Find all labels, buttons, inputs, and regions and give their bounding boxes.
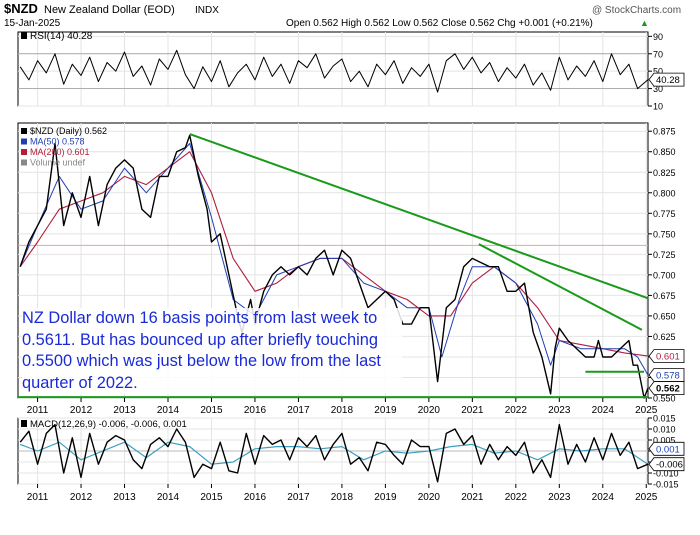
- legend-swatch: [21, 160, 27, 166]
- x-tick-label: 2023: [548, 405, 571, 416]
- y-tick-label: 0.825: [653, 168, 676, 178]
- rsi-value-badge: 40.28: [649, 73, 684, 86]
- value-badge-label: 0.601: [656, 352, 680, 363]
- price-value-badge: 0.578: [649, 369, 684, 382]
- rsi-label: RSI(14) 40.28: [30, 31, 93, 42]
- x-tick-label: 2011: [27, 492, 49, 503]
- macd-value-badge: 0.001: [649, 442, 684, 455]
- legend-swatch: [21, 128, 27, 134]
- y-tick-label: 0.650: [653, 311, 676, 321]
- x-tick-label: 2022: [505, 405, 528, 416]
- macd-label: MACD(12,26,9) -0.006, -0.006, 0.001: [30, 419, 187, 430]
- price-value-badge: 0.562: [649, 382, 684, 395]
- x-tick-label: 2013: [113, 492, 136, 503]
- legend-swatch: [21, 139, 27, 145]
- y-tick-label: -0.015: [653, 480, 679, 490]
- x-tick-label: 2015: [200, 405, 223, 416]
- change-arrow-icon: ▲: [640, 18, 649, 28]
- value-badge-label: 40.28: [656, 75, 680, 86]
- macd-legend-swatch: [21, 420, 27, 427]
- x-tick-label: 2021: [461, 492, 484, 503]
- price-value-badge: 0.601: [649, 350, 684, 363]
- x-tick-label: 2024: [592, 405, 615, 416]
- y-tick-label: 0.750: [653, 229, 676, 239]
- x-tick-label: 2020: [418, 492, 441, 503]
- rsi-legend-swatch: [21, 32, 27, 39]
- watermark: @ StockCharts.com: [592, 5, 681, 16]
- date-label: 15-Jan-2025: [4, 18, 61, 29]
- x-tick-label: 2020: [418, 405, 441, 416]
- y-tick-label: 0.015: [653, 414, 676, 424]
- annotation-text: NZ Dollar down 16 basis points from last…: [22, 308, 402, 394]
- x-tick-label: 2019: [374, 405, 397, 416]
- legend-swatch: [21, 149, 27, 155]
- x-tick-label: 2023: [548, 492, 571, 503]
- x-tick-label: 2025: [635, 492, 658, 503]
- symbol-label: $NZD: [4, 1, 38, 16]
- y-tick-label: 70: [653, 49, 663, 59]
- y-tick-label: 0.875: [653, 127, 676, 137]
- y-tick-label: 90: [653, 32, 663, 42]
- value-badge-label: -0.006: [656, 460, 683, 471]
- x-tick-label: 2018: [331, 405, 354, 416]
- legend-label: Volume undef: [30, 158, 86, 168]
- value-badge-label: 0.001: [656, 444, 680, 455]
- value-badge-label: 0.562: [656, 384, 680, 395]
- legend-label: MA(200) 0.601: [30, 147, 90, 157]
- x-tick-label: 2017: [287, 492, 310, 503]
- value-badge-label: 0.578: [656, 371, 680, 382]
- y-tick-label: 0.800: [653, 188, 676, 198]
- macd-panel: 0.0150.0100.0050.000-0.005-0.010-0.015MA…: [18, 414, 684, 504]
- macd-value-badge: -0.006: [649, 458, 684, 471]
- x-tick-label: 2018: [331, 492, 354, 503]
- legend-label: MA(50) 0.578: [30, 137, 85, 147]
- x-tick-label: 2021: [461, 405, 484, 416]
- y-tick-label: 10: [653, 102, 663, 112]
- x-tick-label: 2022: [505, 492, 528, 503]
- ohlc-readout: Open 0.562 High 0.562 Low 0.562 Close 0.…: [286, 18, 593, 29]
- y-tick-label: 0.625: [653, 332, 676, 342]
- x-tick-label: 2012: [70, 405, 93, 416]
- y-tick-label: 0.725: [653, 250, 676, 260]
- y-tick-label: 0.850: [653, 147, 676, 157]
- legend-label: $NZD (Daily) 0.562: [30, 126, 107, 136]
- x-tick-label: 2017: [287, 405, 310, 416]
- exchange-label: INDX: [195, 5, 219, 16]
- x-tick-label: 2014: [157, 405, 180, 416]
- x-tick-label: 2012: [70, 492, 93, 503]
- x-tick-label: 2016: [244, 492, 267, 503]
- security-name: New Zealand Dollar (EOD): [44, 4, 175, 16]
- x-tick-label: 2013: [113, 405, 136, 416]
- x-tick-label: 2024: [592, 492, 615, 503]
- y-tick-label: 0.010: [653, 425, 676, 435]
- x-tick-label: 2011: [27, 405, 49, 416]
- panel-frame: [18, 32, 648, 106]
- y-tick-label: 0.700: [653, 270, 676, 280]
- y-tick-label: 0.775: [653, 209, 676, 219]
- x-tick-label: 2019: [374, 492, 397, 503]
- x-tick-label: 2015: [200, 492, 223, 503]
- x-tick-label: 2016: [244, 405, 267, 416]
- y-tick-label: 0.675: [653, 291, 676, 301]
- x-tick-label: 2014: [157, 492, 180, 503]
